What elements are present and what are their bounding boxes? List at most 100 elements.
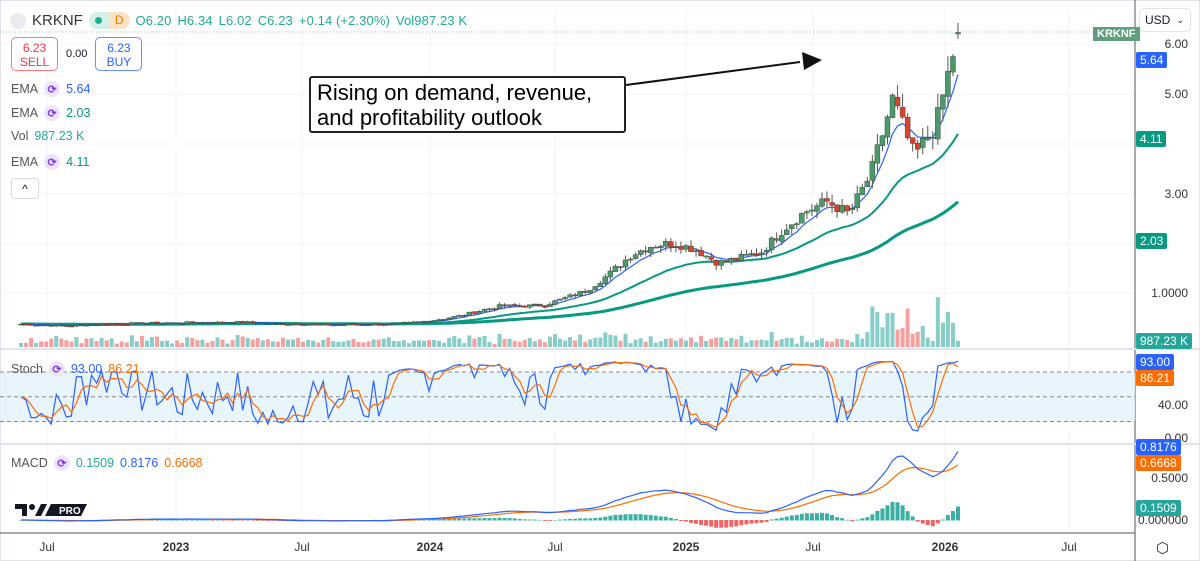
volume-tag: 987.23 K xyxy=(1136,333,1193,349)
volume-bar xyxy=(804,341,809,347)
company-logo xyxy=(10,12,26,29)
price-tick: 6.00 xyxy=(1164,37,1188,51)
volume-bar xyxy=(759,339,764,347)
candle-body xyxy=(476,311,483,314)
macd-hist-bar xyxy=(200,519,205,521)
candle-body xyxy=(819,198,825,207)
macd-hist-bar xyxy=(825,513,830,521)
candle-body xyxy=(743,254,750,256)
volume-bar xyxy=(819,338,824,347)
buy-button[interactable]: 6.23 BUY xyxy=(95,37,143,71)
candle-body xyxy=(48,325,54,327)
volume-bar xyxy=(900,328,905,347)
candle-body xyxy=(532,303,538,306)
volume-bar xyxy=(170,343,175,347)
macd-hist-bar xyxy=(880,508,885,521)
symbol-name[interactable]: KRKNF xyxy=(32,12,83,29)
candle-body xyxy=(784,229,790,235)
macd-hist-bar xyxy=(588,518,593,521)
macd-name: MACD xyxy=(11,456,48,470)
candle-body xyxy=(542,306,548,308)
candle-body xyxy=(386,323,392,325)
macd-hist-bar xyxy=(210,520,215,521)
macd-hist-bar xyxy=(160,519,165,521)
volume-bar xyxy=(542,342,547,347)
macd-hist-bar xyxy=(442,519,447,521)
stoch-legend[interactable]: Stoch ⟳ 93.00 86.21 xyxy=(11,361,140,377)
macd-hist-bar xyxy=(165,519,170,521)
indicator-ema-short[interactable]: EMA ⟳ 5.64 xyxy=(11,81,90,97)
volume-bar xyxy=(950,322,955,347)
macd-hist-bar xyxy=(563,519,568,521)
volume-bar xyxy=(678,338,683,347)
candle-body xyxy=(33,324,39,327)
candle-body xyxy=(365,324,372,326)
macd-hist-bar xyxy=(653,515,658,521)
candle-body xyxy=(522,305,528,308)
candle-body xyxy=(436,319,442,321)
volume-bar xyxy=(114,343,119,347)
candle-body xyxy=(914,143,921,150)
macd-hist-bar xyxy=(920,520,925,524)
candle-body xyxy=(134,322,140,324)
candle-body xyxy=(637,250,644,255)
volume-bar xyxy=(704,340,709,347)
refresh-icon: ⟳ xyxy=(44,154,61,170)
macd-hist-bar xyxy=(220,520,225,521)
currency-select[interactable]: USD ⌄ xyxy=(1139,8,1191,32)
indicator-ema-long[interactable]: EMA ⟳ 2.03 xyxy=(11,105,90,121)
sell-button[interactable]: 6.23 SELL xyxy=(11,37,58,71)
volume-bar xyxy=(422,340,427,347)
candle-body xyxy=(335,324,342,326)
volume-bar xyxy=(210,341,215,347)
candle-body xyxy=(653,246,659,249)
volume-bar xyxy=(149,337,154,347)
indicator-ema-mid[interactable]: EMA ⟳ 4.11 xyxy=(11,154,90,170)
volume-bar xyxy=(769,331,774,347)
ema-mid-tag: 4.11 xyxy=(1136,131,1167,147)
volume-bar xyxy=(411,340,416,347)
candle-body xyxy=(698,250,704,257)
volume-bar xyxy=(331,341,336,347)
candle-body xyxy=(229,322,236,324)
candle-body xyxy=(562,297,568,300)
volume-bar xyxy=(29,337,34,347)
volume-bar xyxy=(240,336,245,347)
macd-hist-bar xyxy=(623,514,628,521)
volume-bar xyxy=(386,337,391,347)
market-status-icon xyxy=(88,12,109,29)
candle-body xyxy=(517,305,523,307)
indicator-volume[interactable]: Vol 987.23 K xyxy=(11,129,84,143)
annotation-callout: Rising on demand, revenue, and profitabil… xyxy=(309,76,626,133)
candle-body xyxy=(557,298,563,301)
candle-body xyxy=(950,56,956,73)
macd-legend[interactable]: MACD ⟳ 0.1509 0.8176 0.6668 xyxy=(11,455,203,471)
candle-body xyxy=(194,322,201,324)
volume-bar xyxy=(583,341,588,347)
volume-bar xyxy=(739,335,744,347)
macd-hist-bar xyxy=(855,519,860,521)
macd-value: 0.8176 xyxy=(120,456,159,470)
candle-body xyxy=(406,321,412,324)
candle-body xyxy=(501,304,508,307)
candle-body xyxy=(58,324,65,327)
settings-icon[interactable]: ⬡ xyxy=(1156,540,1170,557)
macd-hist-bar xyxy=(830,514,835,521)
volume-bar xyxy=(870,306,875,347)
volume-bar xyxy=(64,340,69,347)
candle-body xyxy=(149,321,155,324)
time-tick: Jul xyxy=(294,540,310,554)
volume-bar xyxy=(84,338,89,347)
candle-body xyxy=(375,323,382,326)
collapse-legend-button[interactable]: ^ xyxy=(11,178,39,199)
candle-body xyxy=(315,323,321,326)
volume-bar xyxy=(915,331,920,347)
candle-body xyxy=(411,321,417,324)
candle-body xyxy=(678,246,684,250)
macd-hist-bar xyxy=(265,520,270,521)
candle-body xyxy=(139,322,145,325)
interval-pill[interactable]: D xyxy=(88,12,130,29)
macd-hist-bar xyxy=(230,520,235,521)
candle-body xyxy=(849,208,855,211)
